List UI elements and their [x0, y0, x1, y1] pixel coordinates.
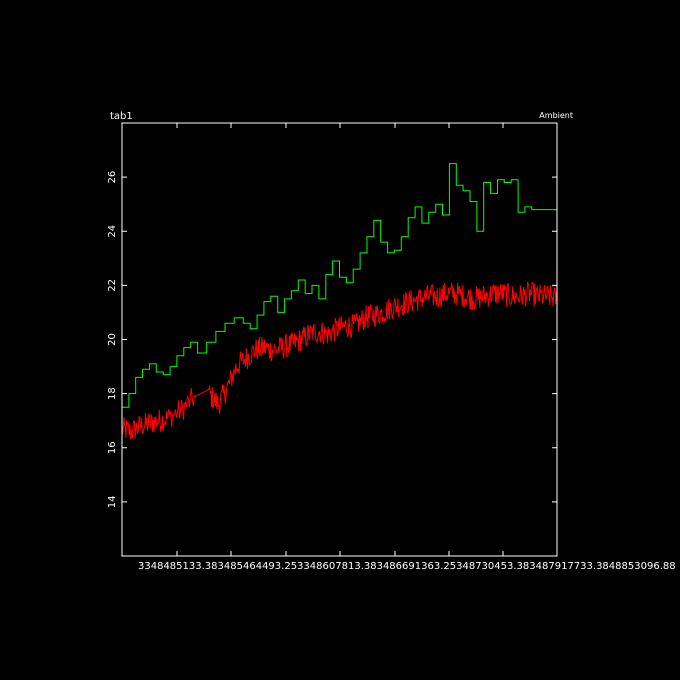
- y-tick-label: 16: [107, 441, 118, 454]
- y-tick-label: 18: [107, 387, 118, 400]
- y-tick-label: 24: [107, 225, 118, 238]
- chart-title-left: tab1: [110, 111, 133, 122]
- green-series-line: [122, 163, 557, 408]
- red-series-line: [121, 281, 558, 439]
- tick-group: 14 16 18 20 22 24 26: [107, 123, 557, 556]
- y-tick-label: 20: [107, 333, 118, 346]
- y-tick-label: 14: [107, 496, 118, 509]
- x-tick-labels: 3348485133.383485464493.253348607813.383…: [138, 561, 676, 572]
- y-tick-label: 22: [107, 279, 118, 292]
- chart-title-right: Ambient: [539, 111, 573, 120]
- plot-series-group: [121, 163, 558, 439]
- y-tick-label: 26: [107, 171, 118, 184]
